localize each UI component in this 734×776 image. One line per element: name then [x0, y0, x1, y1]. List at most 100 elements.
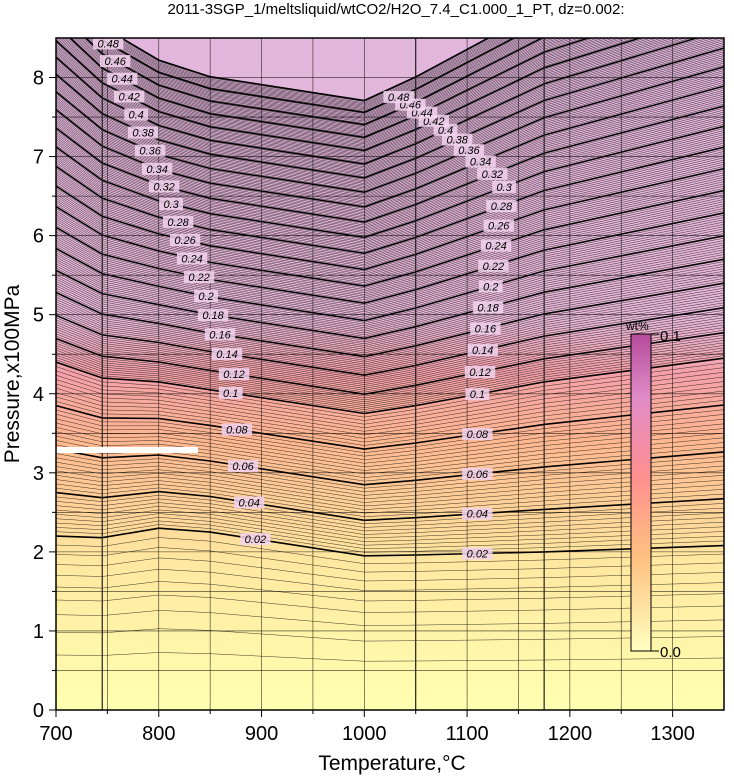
contour-label-bg	[162, 215, 194, 228]
contour-minor	[56, 113, 724, 229]
contour-label-bg	[204, 328, 236, 341]
contour-minor	[56, 352, 724, 410]
contour-label-bg	[124, 108, 149, 121]
contour-label-right: 0.28	[491, 201, 513, 213]
contour-minor	[56, 203, 724, 297]
contour-minor	[56, 221, 724, 311]
contour-label-right: 0.12	[469, 367, 490, 379]
contour-label-left: 0.32	[153, 181, 174, 193]
contour-major	[56, 490, 724, 522]
contour-label-left: 0.46	[104, 56, 126, 68]
contour-minor	[56, 38, 722, 170]
contour-minor	[56, 38, 658, 155]
contour-minor	[56, 149, 724, 256]
contour-minor	[56, 170, 724, 272]
contour-minor	[56, 38, 669, 158]
contour-minor	[56, 42, 724, 174]
contour-label-bg	[113, 90, 145, 103]
contour-minor	[56, 44, 724, 176]
contour-minor	[114, 38, 497, 105]
contour-minor	[56, 244, 724, 328]
contour-minor	[56, 172, 724, 274]
contour-label-bg	[465, 388, 490, 401]
contour-minor	[56, 38, 686, 162]
contour-minor	[56, 38, 652, 154]
contour-minor	[56, 362, 724, 418]
contour-minor	[56, 121, 724, 235]
contour-minor	[56, 153, 724, 259]
contour-minor	[56, 453, 724, 489]
contour-minor	[56, 134, 724, 244]
contour-minor	[56, 324, 724, 389]
contour-minor	[56, 166, 724, 269]
contour-minor	[56, 38, 680, 161]
contour-minor	[56, 185, 724, 284]
contour-major	[56, 235, 724, 322]
contour-major	[56, 125, 724, 239]
contour-label-left: 0.22	[188, 272, 209, 284]
contour-minor	[56, 58, 724, 187]
contour-label-left: 0.18	[202, 310, 224, 322]
x-tick-label: 1300	[650, 723, 695, 745]
contour-major	[56, 258, 724, 340]
contour-label-bg	[462, 428, 493, 441]
contour-label-bg	[477, 167, 508, 180]
contour-label-right: 0.02	[467, 549, 488, 561]
contour-minor	[56, 516, 724, 546]
contour-label-bg	[148, 180, 180, 193]
contour-label-right: 0.06	[467, 469, 489, 481]
white-marker-bar	[56, 447, 198, 453]
contour-label-bg	[492, 180, 516, 193]
contour-minor	[56, 208, 724, 300]
contour-label-bg	[227, 460, 259, 473]
contour-minor	[56, 256, 724, 337]
contour-minor	[56, 109, 724, 226]
contour-minor	[56, 142, 724, 251]
contour-minor	[56, 68, 724, 194]
contour-label-right: 0.1	[470, 389, 485, 401]
contour-minor	[56, 119, 724, 233]
contour-minor	[56, 275, 724, 352]
contour-minor	[95, 38, 523, 117]
x-tick-label: 800	[142, 723, 175, 745]
contour-minor	[56, 196, 724, 292]
contour-major	[56, 306, 724, 377]
contour-minor	[56, 111, 724, 227]
contour-minor	[56, 237, 724, 323]
contour-minor	[56, 107, 724, 224]
contour-minor	[56, 302, 724, 372]
contour-minor	[56, 38, 663, 157]
contour-minor	[56, 340, 724, 401]
contour-minor	[56, 38, 710, 168]
contour-minor	[56, 367, 724, 421]
contour-minor	[56, 226, 724, 314]
contour-label-bg	[221, 423, 253, 436]
colorbar-min-label: 0.0	[660, 644, 681, 661]
contour-label-right: 0.04	[467, 509, 488, 521]
y-tick-label: 5	[33, 305, 44, 327]
contour-minor	[56, 124, 724, 237]
contour-label-bg	[183, 271, 215, 284]
contour-minor	[56, 342, 724, 403]
y-axis-label: Pressure,x100MPa	[1, 284, 24, 463]
contour-minor	[56, 319, 724, 385]
contour-label-left: 0.08	[226, 424, 248, 436]
contour-minor	[56, 205, 724, 299]
contour-minor	[56, 38, 636, 150]
x-axis-label: Temperature,°C	[318, 752, 465, 775]
contour-label-left: 0.02	[245, 534, 266, 546]
colorbar-gradient	[630, 333, 652, 652]
contour-label-bg	[383, 91, 414, 104]
contour-minor	[56, 224, 724, 313]
contour-minor	[56, 470, 724, 503]
contour-minor	[56, 334, 724, 397]
contour-label-left: 0.06	[232, 461, 254, 473]
contour-label-right: 0.48	[388, 92, 410, 104]
contour-label-bg	[462, 547, 493, 560]
contour-minor	[56, 610, 724, 626]
contour-minor	[56, 386, 724, 436]
contour-minor	[56, 62, 724, 190]
contour-label-bg	[483, 219, 514, 232]
contour-minor	[56, 312, 724, 380]
contour-minor	[56, 268, 724, 346]
